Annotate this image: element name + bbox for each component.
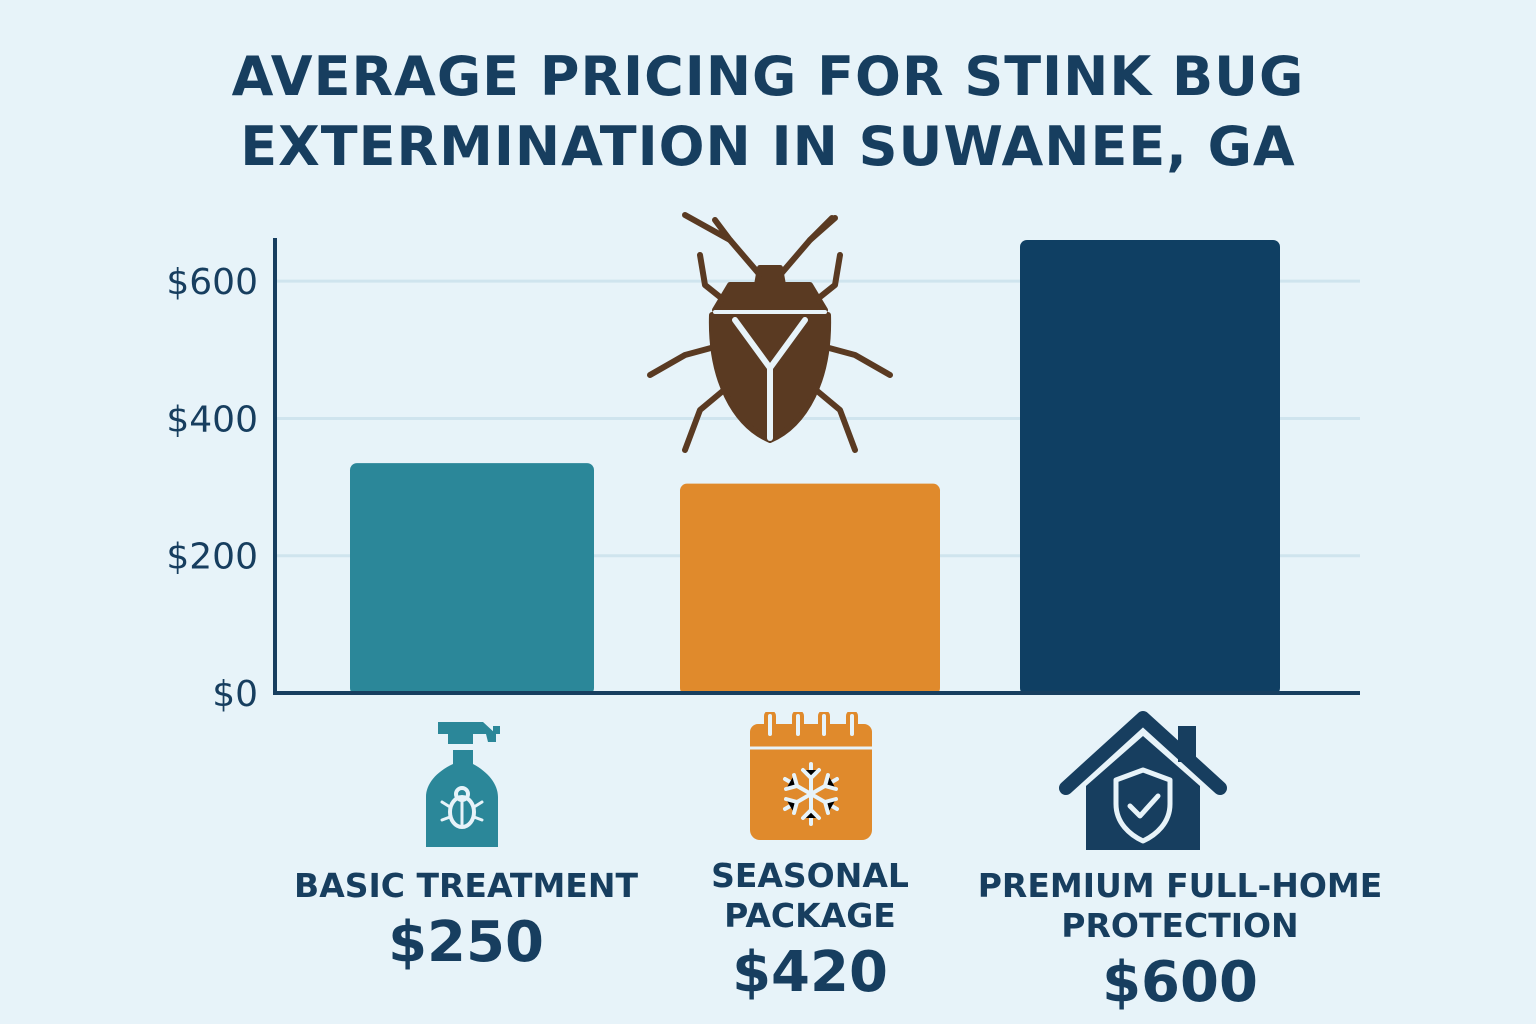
category-basic-treatment: BASIC TREATMENT $250 xyxy=(262,866,670,978)
bar-seasonal-package xyxy=(680,483,940,695)
price-label: $250 xyxy=(388,910,544,975)
chart-title: AVERAGE PRICING FOR STINK BUG EXTERMINAT… xyxy=(0,42,1536,182)
category-label: SEASONAL xyxy=(711,856,909,895)
category-label-line-2: PROTECTION xyxy=(1061,906,1299,945)
category-label: BASIC TREATMENT xyxy=(294,866,638,905)
category-premium-full-home-protection: PREMIUM FULL-HOME PROTECTION $600 xyxy=(960,866,1400,1018)
y-tick-label: $0 xyxy=(212,674,258,715)
price-label: $420 xyxy=(732,940,888,1005)
y-tick-label: $400 xyxy=(166,399,258,440)
y-axis-ticks: $0 $200 $400 $600 xyxy=(166,262,258,715)
y-tick-label: $200 xyxy=(166,537,258,578)
price-label: $600 xyxy=(1102,950,1258,1015)
house-shield-icon xyxy=(1059,711,1227,850)
category-label-line-2: PACKAGE xyxy=(724,896,896,935)
category-label: PREMIUM FULL-HOME xyxy=(977,866,1383,905)
bars xyxy=(350,240,1280,695)
bar-basic-treatment xyxy=(350,463,594,695)
calendar-snowflake-icon xyxy=(750,712,872,840)
chart-title-line-2: EXTERMINATION IN SUWANEE, GA xyxy=(240,115,1296,178)
chart-title-line-1: AVERAGE PRICING FOR STINK BUG xyxy=(231,45,1305,108)
bar-premium-full-home-protection xyxy=(1020,240,1280,695)
y-tick-label: $600 xyxy=(166,262,258,303)
spray-bottle-icon xyxy=(426,722,500,847)
stink-bug-icon xyxy=(647,212,893,453)
category-seasonal-package: SEASONAL PACKAGE $420 xyxy=(640,856,980,1008)
